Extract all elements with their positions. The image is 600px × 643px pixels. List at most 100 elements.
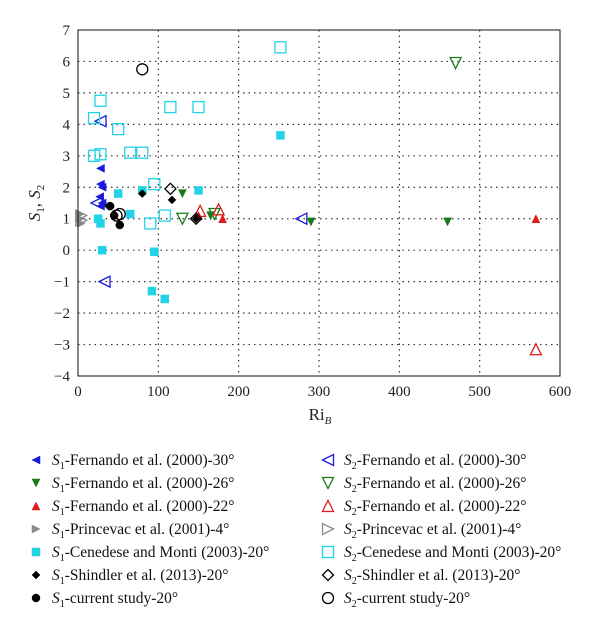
legend-item: S1-Fernando et al. (2000)-26° bbox=[31, 475, 235, 495]
legend-label: S1-Fernando et al. (2000)-30° bbox=[52, 452, 235, 472]
data-point bbox=[75, 213, 89, 227]
data-point bbox=[136, 63, 149, 76]
data-point bbox=[97, 182, 107, 192]
series-7 bbox=[75, 209, 89, 227]
grid-lines bbox=[78, 30, 560, 376]
series-11 bbox=[163, 182, 203, 226]
legend-label: S2-Princevac et al. (2001)-4° bbox=[344, 521, 521, 541]
plot-frame bbox=[77, 29, 561, 377]
legend: S1-Fernando et al. (2000)-30° S2-Fernando… bbox=[31, 452, 561, 610]
x-tick-label: 300 bbox=[308, 384, 331, 400]
legend-item: S1-Shindler et al. (2013)-20° bbox=[31, 567, 229, 587]
legend-item: S2-Princevac et al. (2001)-4° bbox=[321, 521, 521, 541]
x-tick-label: 100 bbox=[147, 384, 170, 400]
legend-marker bbox=[31, 524, 41, 534]
series-0 bbox=[95, 163, 107, 211]
legend-item: S2-Fernando et al. (2000)-22° bbox=[321, 498, 527, 518]
legend-marker bbox=[321, 476, 335, 490]
data-point bbox=[443, 217, 452, 227]
legend-marker bbox=[321, 522, 335, 536]
series-5 bbox=[193, 202, 543, 356]
y-tick-label: 2 bbox=[63, 180, 71, 196]
data-point bbox=[94, 148, 107, 161]
legend-label: S2-Fernando et al. (2000)-26° bbox=[344, 475, 527, 495]
data-point bbox=[163, 182, 177, 196]
legend-item: S1-current study-20° bbox=[31, 590, 178, 610]
legend-marker bbox=[321, 545, 335, 559]
legend-item: S1-Fernando et al. (2000)-30° bbox=[31, 452, 235, 472]
legend-item: S2-Fernando et al. (2000)-26° bbox=[321, 475, 527, 495]
data-point bbox=[208, 207, 222, 221]
legend-label: S1-Fernando et al. (2000)-26° bbox=[52, 475, 235, 495]
legend-label: S2-Cenedese and Monti (2003)-20° bbox=[344, 544, 561, 564]
data-point bbox=[124, 146, 137, 159]
data-point bbox=[306, 217, 316, 227]
legend-item: S1-Fernando et al. (2000)-22° bbox=[31, 498, 235, 518]
legend-item: S2-Shindler et al. (2013)-20° bbox=[321, 567, 521, 587]
series-2 bbox=[178, 189, 452, 227]
data-point bbox=[97, 245, 107, 255]
data-point bbox=[189, 212, 203, 226]
y-tick-label: 4 bbox=[63, 117, 71, 133]
data-point bbox=[529, 342, 543, 356]
data-point bbox=[194, 186, 203, 195]
data-point bbox=[144, 217, 157, 230]
y-tick-label: −4 bbox=[54, 369, 70, 385]
legend-label: S2-Fernando et al. (2000)-22° bbox=[344, 498, 527, 518]
data-point bbox=[531, 214, 541, 223]
data-points bbox=[75, 41, 543, 356]
axis-ticks: 0 100 200 300 400 500 600 −4 −3 −2 −1 0 1 2 3 4 5 6 7 bbox=[54, 23, 571, 400]
data-point bbox=[449, 56, 463, 70]
data-point bbox=[112, 122, 125, 136]
legend-label: S2-Fernando et al. (2000)-30° bbox=[344, 452, 527, 472]
legend-label: S1-Cenedese and Monti (2003)-20° bbox=[52, 544, 269, 564]
y-axis-label: S1, S2 bbox=[25, 185, 47, 222]
data-point bbox=[150, 247, 159, 257]
series-13 bbox=[110, 63, 149, 222]
y-tick-label: −1 bbox=[54, 275, 70, 291]
legend-marker bbox=[31, 547, 41, 557]
y-tick-label: 7 bbox=[63, 23, 71, 39]
y-tick-label: 3 bbox=[63, 149, 71, 165]
legend-marker bbox=[31, 593, 41, 603]
series-4 bbox=[194, 211, 541, 223]
data-point bbox=[274, 41, 287, 54]
data-point bbox=[147, 286, 157, 296]
data-point bbox=[212, 202, 226, 216]
legend-label: S2-Shindler et al. (2013)-20° bbox=[344, 567, 521, 587]
data-point bbox=[178, 189, 187, 199]
legend-label: S1-current study-20° bbox=[52, 590, 178, 610]
y-tick-label: −2 bbox=[54, 306, 70, 322]
legend-marker bbox=[321, 591, 335, 605]
data-point bbox=[94, 94, 107, 107]
data-point bbox=[192, 100, 205, 114]
legend-label: S2-current study-20° bbox=[344, 590, 470, 610]
data-point bbox=[158, 209, 171, 222]
data-point bbox=[175, 212, 189, 226]
data-point bbox=[137, 189, 147, 198]
data-point bbox=[125, 209, 135, 219]
legend-item: S2-Fernando et al. (2000)-30° bbox=[321, 452, 527, 472]
data-point bbox=[95, 163, 105, 173]
data-point bbox=[97, 275, 111, 289]
legend-marker bbox=[31, 478, 41, 488]
data-point bbox=[113, 207, 126, 221]
x-tick-label: 400 bbox=[388, 384, 411, 400]
legend-marker bbox=[321, 453, 335, 467]
legend-item: S2-current study-20° bbox=[321, 590, 470, 610]
series-3 bbox=[175, 56, 463, 226]
y-tick-label: 1 bbox=[63, 212, 71, 228]
series-9 bbox=[87, 41, 287, 230]
y-tick-label: 0 bbox=[63, 243, 71, 259]
legend-label: S1-Shindler et al. (2013)-20° bbox=[52, 567, 229, 587]
data-point bbox=[89, 196, 103, 210]
legend-marker bbox=[321, 568, 335, 582]
legend-label: S1-Princevac et al. (2001)-4° bbox=[52, 521, 229, 541]
y-label-s1: S bbox=[25, 212, 44, 221]
data-point bbox=[115, 220, 125, 230]
legend-marker bbox=[31, 501, 41, 511]
data-point bbox=[218, 214, 228, 223]
svg-text:S1, S2: S1, S2 bbox=[25, 185, 47, 222]
data-point bbox=[87, 111, 101, 125]
x-tick-label: 500 bbox=[468, 384, 491, 400]
